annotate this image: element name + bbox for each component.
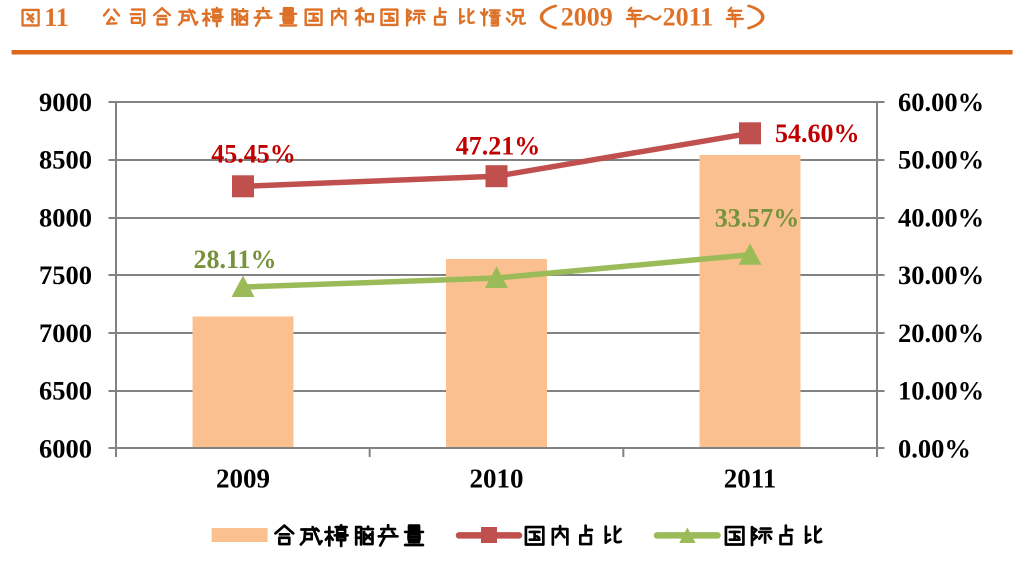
svg-text:60.00%: 60.00% (898, 87, 984, 117)
svg-text:54.60%: 54.60% (775, 119, 860, 148)
svg-text:0.00%: 0.00% (898, 433, 971, 463)
svg-text:30.00%: 30.00% (898, 260, 984, 290)
svg-text:20.00%: 20.00% (898, 318, 984, 348)
svg-text:6000: 6000 (39, 433, 92, 463)
svg-text:2009: 2009 (561, 3, 613, 32)
svg-text:10.00%: 10.00% (898, 376, 984, 406)
svg-text:7500: 7500 (39, 260, 92, 290)
svg-text:2011: 2011 (663, 3, 714, 32)
svg-text:9000: 9000 (39, 87, 92, 117)
svg-text:8000: 8000 (39, 202, 92, 232)
svg-text:2010: 2010 (470, 464, 524, 494)
svg-text:45.45%: 45.45% (211, 140, 296, 169)
svg-text:2011: 2011 (724, 464, 777, 494)
svg-text:7000: 7000 (39, 318, 92, 348)
svg-text:11: 11 (44, 3, 69, 32)
svg-text:28.11%: 28.11% (193, 245, 276, 274)
svg-text:6500: 6500 (39, 376, 92, 406)
svg-text:47.21%: 47.21% (456, 132, 541, 161)
svg-text:2009: 2009 (216, 464, 270, 494)
svg-text:33.57%: 33.57% (715, 204, 800, 233)
svg-text:40.00%: 40.00% (898, 202, 984, 232)
svg-text:8500: 8500 (39, 145, 92, 175)
svg-text:50.00%: 50.00% (898, 145, 984, 175)
